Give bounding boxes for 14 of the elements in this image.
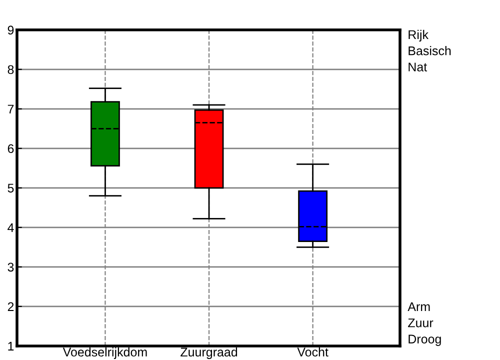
text: Arm Zuur Droog: [408, 302, 441, 346]
y-tick-label: 9: [8, 26, 14, 35]
y-tick-label: 7: [8, 104, 14, 114]
y-tick-label: 2: [8, 302, 14, 311]
y-tick-label: 3: [8, 262, 14, 272]
y-tick-label: 6: [8, 144, 14, 154]
y-tick-label: 1: [8, 342, 14, 350]
x-tick-label: Voedselrijkdom: [62, 347, 147, 359]
x-tick-label: Zuurgraad: [180, 347, 238, 359]
y-tick-label: 4: [8, 223, 14, 232]
x-tick-label: Vocht: [297, 347, 328, 357]
y-tick-label: 5: [8, 184, 14, 193]
y-tick-label: 8: [8, 65, 14, 74]
text: Rijk Basisch Nat: [408, 30, 451, 72]
